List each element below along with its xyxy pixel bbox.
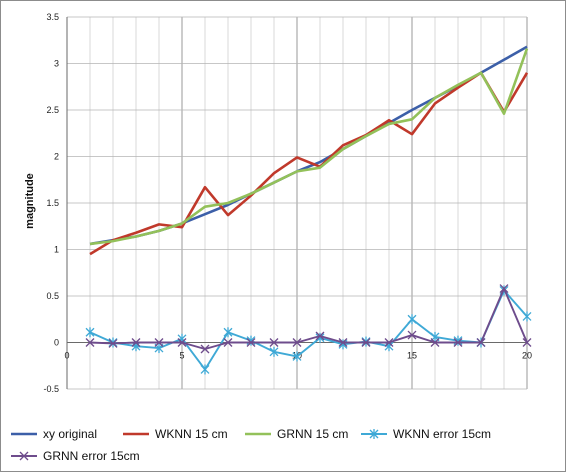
- legend-item-wknn-15-cm: WKNN 15 cm: [123, 427, 228, 441]
- legend-label: WKNN error 15cm: [393, 427, 492, 441]
- data-point-wknn-error-15cm: [246, 335, 256, 346]
- grid-layer: [66, 16, 528, 390]
- data-point-grnn-error-15cm: [315, 331, 325, 341]
- y-tick-label: 1.5: [46, 198, 59, 208]
- y-tick-label: 0.5: [46, 291, 59, 301]
- legend-item-grnn-15-cm: GRNN 15 cm: [245, 427, 348, 441]
- legend-label: GRNN error 15cm: [43, 449, 140, 463]
- legend-swatch: [11, 451, 37, 461]
- data-point-wknn-error-15cm: [407, 314, 417, 325]
- y-tick-label: 1: [54, 245, 59, 255]
- series-line-xy-original: [89, 45, 528, 246]
- x-tick-label: 0: [64, 351, 69, 361]
- data-point-grnn-error-15cm: [453, 338, 463, 347]
- data-point-grnn-error-15cm: [154, 338, 164, 347]
- legend-swatch: [11, 432, 37, 436]
- series-layer: [85, 45, 532, 375]
- y-axis-label: magnitude: [24, 173, 36, 229]
- series-line-wknn-error-15cm: [89, 289, 528, 371]
- legend: xy original WKNN 15 cm GRNN 15 cm WKNN erro…: [1, 419, 566, 473]
- legend-label: WKNN 15 cm: [155, 427, 228, 441]
- data-point-wknn-error-15cm: [85, 327, 95, 338]
- data-point-grnn-error-15cm: [246, 338, 256, 347]
- data-point-wknn-error-15cm: [223, 327, 233, 338]
- data-point-grnn-error-15cm: [338, 338, 348, 347]
- legend-label: xy original: [43, 427, 98, 441]
- data-point-grnn-error-15cm: [131, 338, 141, 347]
- y-tick-label: -0.5: [43, 384, 59, 394]
- y-tick-label: 2: [54, 152, 59, 162]
- data-point-grnn-error-15cm: [407, 330, 417, 340]
- data-point-wknn-error-15cm: [522, 311, 532, 322]
- chart-plot: -0.500.511.522.533.505101520 magnitude: [24, 12, 532, 394]
- y-tick-label: 2.5: [46, 105, 59, 115]
- data-point-grnn-error-15cm: [384, 338, 394, 347]
- data-point-grnn-error-15cm: [499, 284, 509, 294]
- data-point-wknn-error-15cm: [315, 332, 325, 343]
- y-tick-label: 3.5: [46, 12, 59, 22]
- series-line-grnn-15-cm: [89, 48, 529, 246]
- series-line-grnn-error-15cm: [89, 287, 528, 350]
- data-point-grnn-error-15cm: [476, 338, 486, 347]
- y-tick-label: 3: [54, 59, 59, 69]
- x-tick-label: 5: [179, 351, 184, 361]
- series-line-wknn-15-cm: [89, 71, 529, 256]
- data-point-grnn-error-15cm: [223, 338, 233, 347]
- data-point-grnn-error-15cm: [108, 338, 118, 348]
- y-tick-label: 0: [54, 338, 59, 348]
- legend-item-xy-original: xy original: [11, 427, 97, 441]
- legend-item-grnn-error-15cm: GRNN error 15cm: [11, 449, 140, 463]
- data-point-grnn-error-15cm: [430, 338, 440, 347]
- data-point-grnn-error-15cm: [292, 338, 302, 347]
- x-tick-label: 20: [522, 351, 532, 361]
- legend-swatch: [123, 432, 149, 436]
- data-point-grnn-error-15cm: [200, 344, 210, 354]
- data-point-grnn-error-15cm: [361, 338, 371, 347]
- legend-item-wknn-error-15cm: WKNN error 15cm: [361, 427, 491, 441]
- data-point-grnn-error-15cm: [85, 338, 95, 347]
- legend-swatch: [245, 432, 271, 436]
- data-point-wknn-error-15cm: [269, 346, 279, 357]
- legend-swatch: [361, 429, 387, 439]
- data-point-grnn-error-15cm: [269, 338, 279, 347]
- legend-label: GRNN 15 cm: [277, 427, 349, 441]
- data-point-wknn-error-15cm: [292, 351, 302, 362]
- data-point-wknn-error-15cm: [200, 364, 210, 375]
- data-point-grnn-error-15cm: [177, 338, 187, 347]
- data-point-grnn-error-15cm: [522, 338, 532, 347]
- x-tick-label: 15: [407, 351, 417, 361]
